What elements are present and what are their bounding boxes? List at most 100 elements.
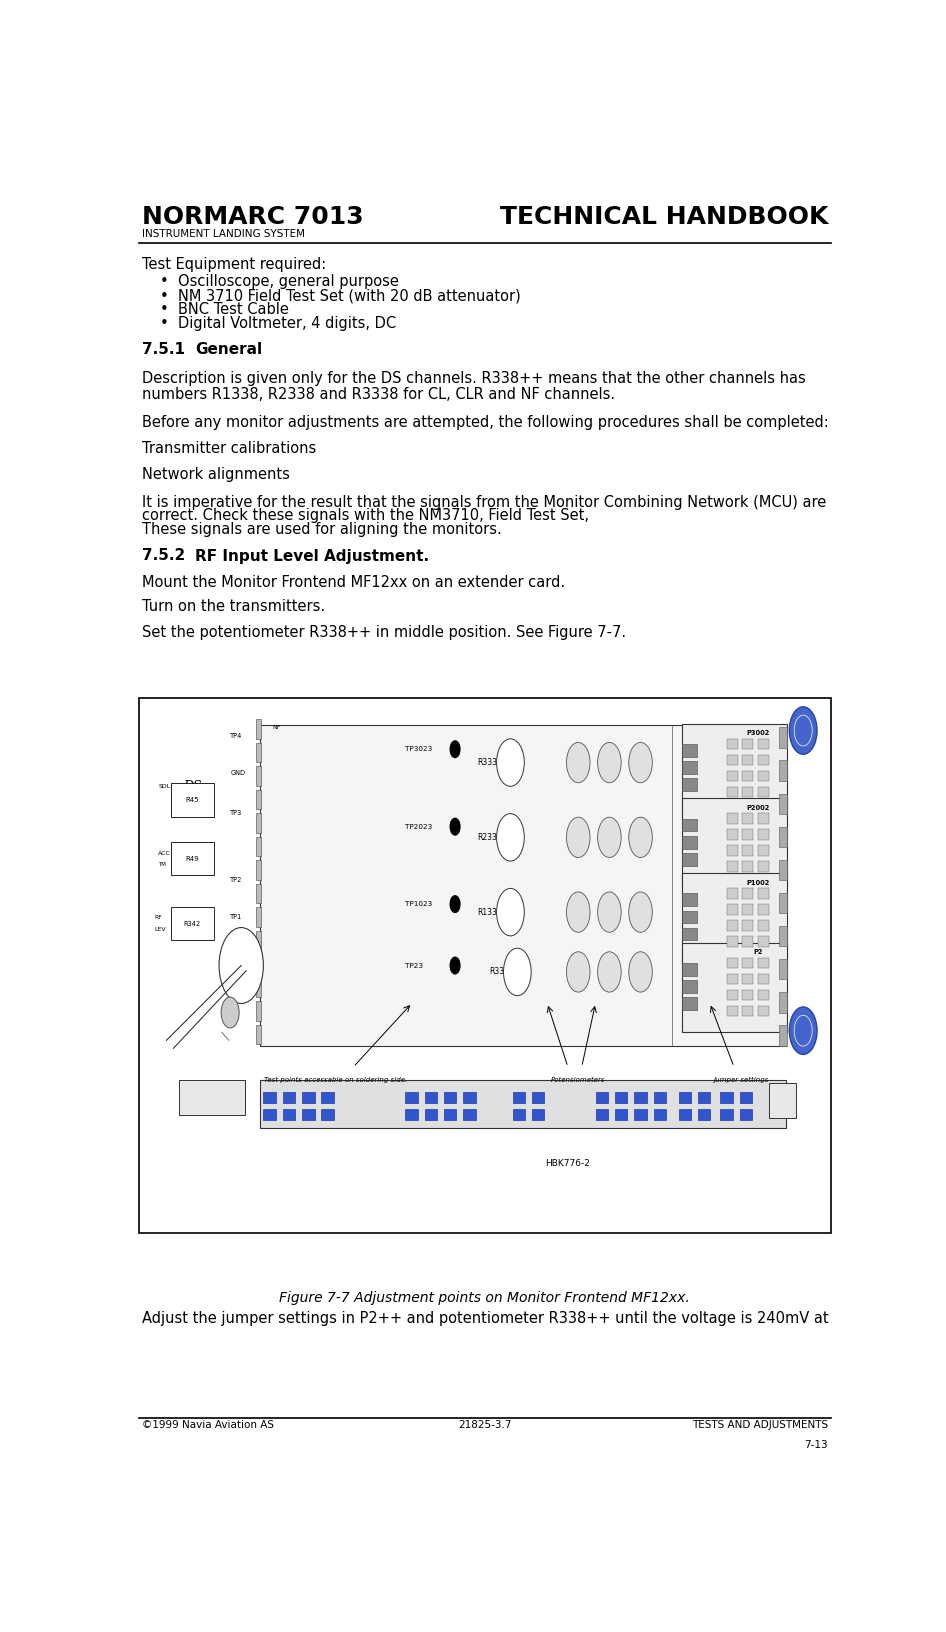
FancyBboxPatch shape xyxy=(283,1092,295,1103)
FancyBboxPatch shape xyxy=(678,1108,692,1121)
Circle shape xyxy=(503,948,532,996)
FancyBboxPatch shape xyxy=(743,888,753,899)
FancyBboxPatch shape xyxy=(740,1108,752,1121)
FancyBboxPatch shape xyxy=(256,767,261,785)
FancyBboxPatch shape xyxy=(758,958,768,968)
FancyBboxPatch shape xyxy=(727,904,738,916)
Text: General: General xyxy=(195,343,262,357)
Text: TP4: TP4 xyxy=(230,733,242,739)
Text: NF: NF xyxy=(272,725,281,731)
FancyBboxPatch shape xyxy=(758,787,768,798)
FancyBboxPatch shape xyxy=(139,698,831,1232)
FancyBboxPatch shape xyxy=(532,1108,544,1121)
FancyBboxPatch shape xyxy=(256,743,261,762)
FancyBboxPatch shape xyxy=(322,1092,334,1103)
FancyBboxPatch shape xyxy=(260,725,786,1046)
FancyBboxPatch shape xyxy=(678,1092,692,1103)
Circle shape xyxy=(450,896,460,912)
FancyBboxPatch shape xyxy=(727,920,738,930)
Circle shape xyxy=(219,927,263,1004)
Text: P2: P2 xyxy=(753,950,763,955)
FancyBboxPatch shape xyxy=(720,1108,732,1121)
Text: R2338: R2338 xyxy=(478,832,502,842)
FancyBboxPatch shape xyxy=(615,1092,627,1103)
Text: TP3: TP3 xyxy=(230,811,242,816)
Text: P2002: P2002 xyxy=(746,805,770,811)
FancyBboxPatch shape xyxy=(682,744,697,757)
Text: TESTS AND ADJUSTMENTS: TESTS AND ADJUSTMENTS xyxy=(692,1420,828,1430)
Text: TP2023: TP2023 xyxy=(405,824,432,829)
Circle shape xyxy=(629,818,653,857)
FancyBboxPatch shape xyxy=(727,937,738,947)
FancyBboxPatch shape xyxy=(682,893,697,906)
FancyBboxPatch shape xyxy=(743,829,753,840)
FancyBboxPatch shape xyxy=(758,888,768,899)
Text: Jumper settings: Jumper settings xyxy=(713,1077,768,1084)
Text: •  BNC Test Cable: • BNC Test Cable xyxy=(160,302,289,317)
FancyBboxPatch shape xyxy=(260,1080,786,1128)
Text: Set the potentiometer R338++ in middle position. See Figure 7-7.: Set the potentiometer R338++ in middle p… xyxy=(142,625,626,640)
FancyBboxPatch shape xyxy=(758,1005,768,1017)
FancyBboxPatch shape xyxy=(256,837,261,857)
Text: RF: RF xyxy=(154,916,162,920)
Circle shape xyxy=(221,997,239,1028)
Circle shape xyxy=(629,743,653,783)
FancyBboxPatch shape xyxy=(256,978,261,997)
FancyBboxPatch shape xyxy=(256,1002,261,1020)
Text: TP3023: TP3023 xyxy=(405,746,432,752)
FancyBboxPatch shape xyxy=(682,854,697,865)
Text: 21825-3.7: 21825-3.7 xyxy=(458,1420,512,1430)
FancyBboxPatch shape xyxy=(758,904,768,916)
Circle shape xyxy=(789,1007,817,1054)
FancyBboxPatch shape xyxy=(758,754,768,765)
Text: •  Digital Voltmeter, 4 digits, DC: • Digital Voltmeter, 4 digits, DC xyxy=(160,317,396,331)
FancyBboxPatch shape xyxy=(256,790,261,809)
Text: RF Input Level Adjustment.: RF Input Level Adjustment. xyxy=(195,548,429,563)
FancyBboxPatch shape xyxy=(322,1108,334,1121)
Text: It is imperative for the result that the signals from the Monitor Combining Netw: It is imperative for the result that the… xyxy=(142,494,826,509)
FancyBboxPatch shape xyxy=(405,1092,418,1103)
FancyBboxPatch shape xyxy=(682,723,787,813)
FancyBboxPatch shape xyxy=(256,1025,261,1044)
Text: Before any monitor adjustments are attempted, the following procedures shall be : Before any monitor adjustments are attem… xyxy=(142,415,829,431)
Circle shape xyxy=(497,888,524,935)
Text: •  Oscilloscope, general purpose: • Oscilloscope, general purpose xyxy=(160,274,399,289)
FancyBboxPatch shape xyxy=(425,1108,437,1121)
FancyBboxPatch shape xyxy=(727,974,738,984)
FancyBboxPatch shape xyxy=(405,1108,418,1121)
FancyBboxPatch shape xyxy=(779,728,787,747)
FancyBboxPatch shape xyxy=(444,1092,457,1103)
Text: R45: R45 xyxy=(185,796,199,803)
FancyBboxPatch shape xyxy=(256,907,261,927)
FancyBboxPatch shape xyxy=(727,845,738,857)
FancyBboxPatch shape xyxy=(654,1108,666,1121)
FancyBboxPatch shape xyxy=(596,1108,608,1121)
FancyBboxPatch shape xyxy=(682,911,697,924)
Circle shape xyxy=(497,814,524,862)
FancyBboxPatch shape xyxy=(758,845,768,857)
FancyBboxPatch shape xyxy=(444,1108,457,1121)
FancyBboxPatch shape xyxy=(256,930,261,950)
Text: Network alignments: Network alignments xyxy=(142,467,289,481)
FancyBboxPatch shape xyxy=(779,860,787,880)
FancyBboxPatch shape xyxy=(743,845,753,857)
Text: Description is given only for the DS channels. R338++ means that the other chann: Description is given only for the DS cha… xyxy=(142,372,805,387)
FancyBboxPatch shape xyxy=(698,1092,710,1103)
FancyBboxPatch shape xyxy=(779,893,787,914)
Text: Adjust the jumper settings in P2++ and potentiometer R338++ until the voltage is: Adjust the jumper settings in P2++ and p… xyxy=(142,1310,829,1325)
FancyBboxPatch shape xyxy=(256,720,261,739)
FancyBboxPatch shape xyxy=(743,1005,753,1017)
FancyBboxPatch shape xyxy=(743,813,753,824)
Text: correct. Check these signals with the NM3710, Field Test Set,: correct. Check these signals with the NM… xyxy=(142,509,588,524)
Text: R3338: R3338 xyxy=(478,759,502,767)
FancyBboxPatch shape xyxy=(179,1080,245,1115)
Text: Potensiometers: Potensiometers xyxy=(551,1077,605,1084)
FancyBboxPatch shape xyxy=(743,770,753,782)
Circle shape xyxy=(567,818,590,857)
Circle shape xyxy=(567,743,590,783)
FancyBboxPatch shape xyxy=(635,1108,647,1121)
FancyBboxPatch shape xyxy=(682,778,697,792)
Text: TP1023: TP1023 xyxy=(405,901,432,907)
FancyBboxPatch shape xyxy=(425,1092,437,1103)
Text: DS: DS xyxy=(184,780,202,793)
